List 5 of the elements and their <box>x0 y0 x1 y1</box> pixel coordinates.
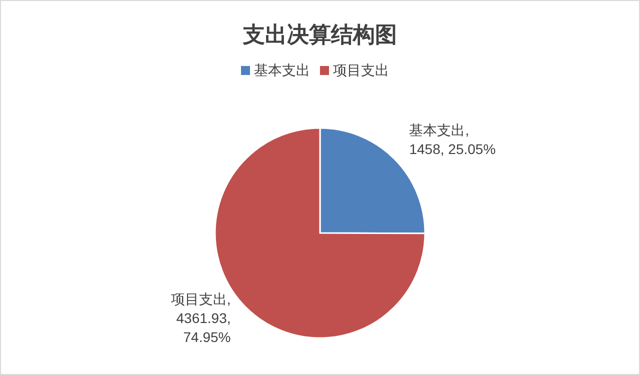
data-label: 基本支出, 1458, 25.05% <box>409 122 496 158</box>
data-label: 项目支出, 4361.93, 74.95% <box>170 290 231 345</box>
legend-label: 项目支出 <box>333 62 389 78</box>
legend-label: 基本支出 <box>254 62 310 78</box>
chart-title: 支出决算结构图 <box>242 22 397 47</box>
